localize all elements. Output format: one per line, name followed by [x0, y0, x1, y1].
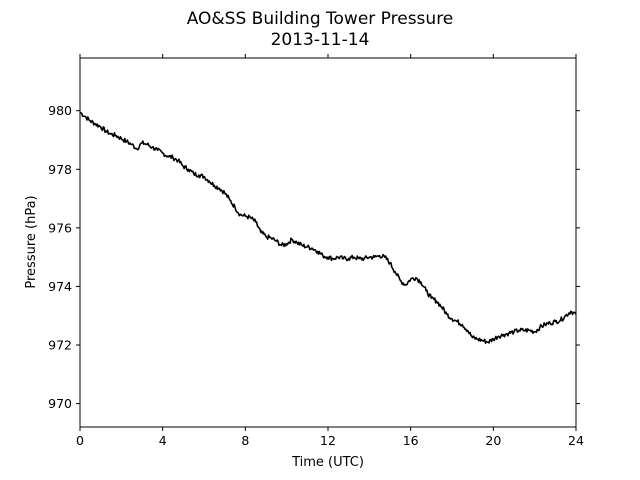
x-tick-label: 24 [568, 433, 584, 448]
plot-area-frame [79, 57, 577, 428]
x-tick-label: 16 [403, 433, 419, 448]
x-tick-label: 0 [76, 433, 84, 448]
x-tick-label: 8 [241, 433, 249, 448]
pressure-series-line [79, 111, 577, 344]
chart-subtitle: 2013-11-14 [271, 30, 370, 50]
y-tick-label: 974 [48, 279, 72, 294]
x-tick-label: 4 [159, 433, 167, 448]
x-tick-label: 12 [320, 433, 336, 448]
x-axis-label: Time (UTC) [291, 455, 364, 470]
y-tick-label: 978 [48, 162, 72, 177]
y-tick-label: 980 [48, 103, 72, 118]
y-axis-ticks: 970 972 974 976 978 980 [48, 103, 580, 411]
x-tick-label: 20 [485, 433, 501, 448]
y-tick-label: 976 [48, 220, 72, 235]
x-axis-ticks: 0 4 8 12 16 20 24 [76, 54, 584, 448]
y-tick-label: 972 [48, 338, 72, 353]
y-axis-label: Pressure (hPa) [24, 195, 39, 288]
chart-title: AO&SS Building Tower Pressure [187, 9, 454, 29]
y-tick-label: 970 [48, 396, 72, 411]
